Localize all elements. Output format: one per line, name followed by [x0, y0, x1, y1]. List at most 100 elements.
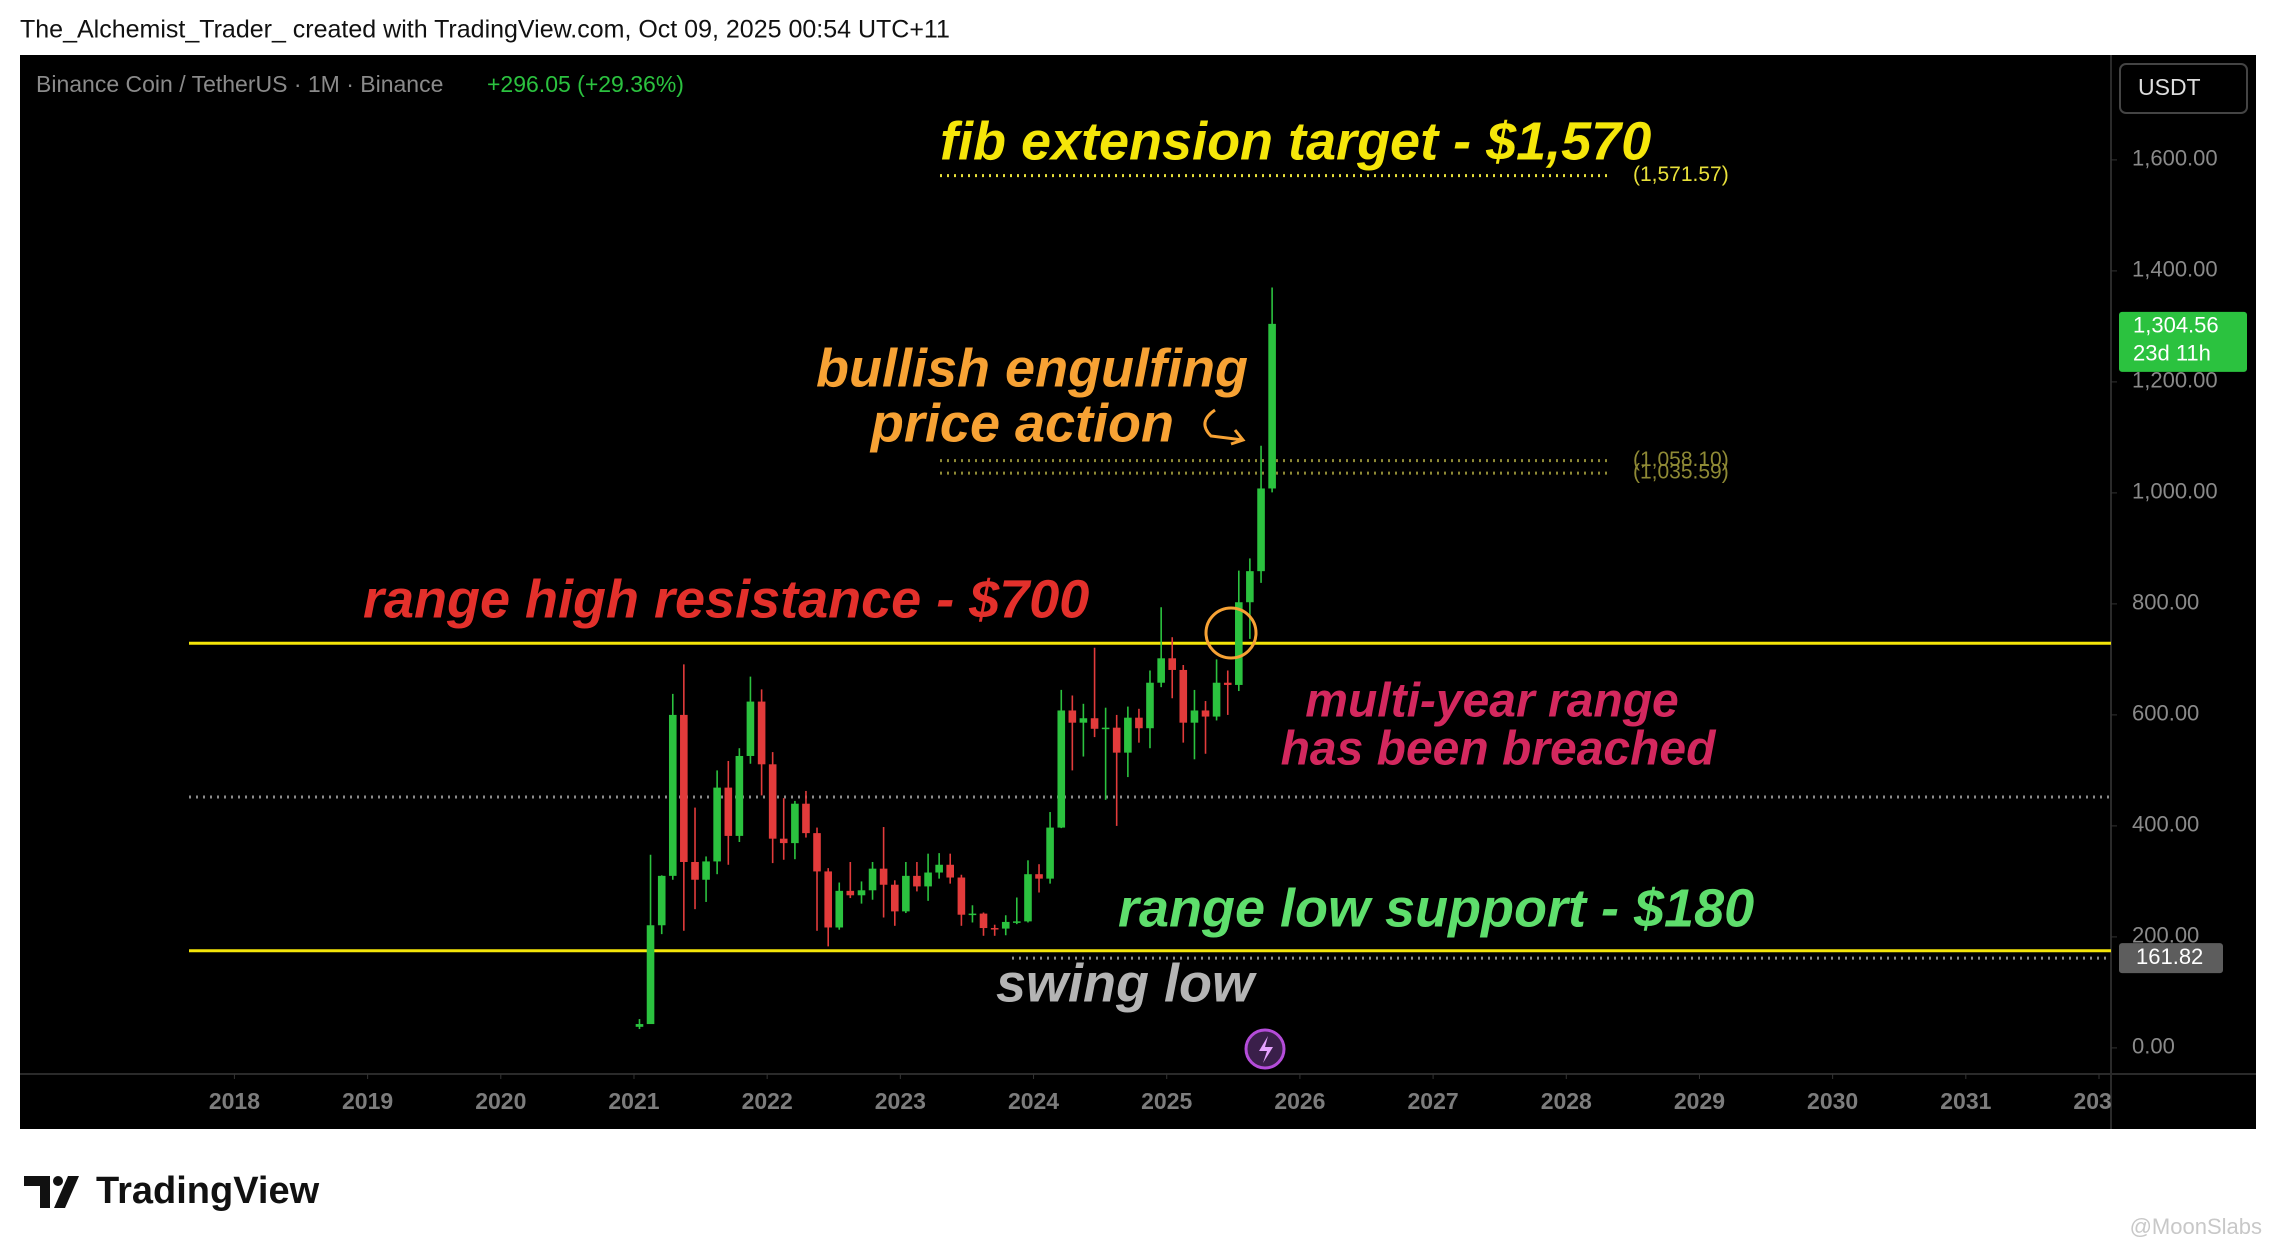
- candle-body: [813, 833, 821, 872]
- candle-body: [746, 701, 755, 756]
- y-tick-label: 800.00: [2132, 590, 2199, 615]
- header-caption: The_Alchemist_Trader_ created with Tradi…: [20, 16, 950, 44]
- logo-mark: [24, 1176, 79, 1208]
- candle-body: [757, 701, 766, 765]
- y-tick-label: 1,400.00: [2132, 257, 2218, 282]
- candle-body: [1024, 874, 1032, 922]
- candle-body: [935, 864, 943, 873]
- y-tick-label: 1,200.00: [2132, 368, 2218, 393]
- arrow: [1203, 408, 1246, 446]
- candle-body: [835, 890, 844, 928]
- x-tick-label: 2022: [742, 1088, 793, 1114]
- level-label: (1,035.59): [1633, 461, 1729, 484]
- candle-body: [868, 868, 877, 891]
- candle-body: [1046, 827, 1054, 879]
- candle-body: [1268, 323, 1276, 489]
- event-icon-bolt: [1259, 1036, 1273, 1063]
- x-tick-label: 2020: [475, 1088, 526, 1114]
- candle-body: [990, 928, 999, 930]
- breakout-circle: [1204, 606, 1258, 660]
- countdown: 23d 11h: [2133, 341, 2211, 366]
- x-tick-label: 2018: [209, 1088, 260, 1114]
- x-tick-label: 2032: [2073, 1088, 2124, 1114]
- symbol-legend: Binance Coin / TetherUS · 1M · Binance: [36, 71, 443, 97]
- candle-body: [902, 875, 910, 912]
- candles: [635, 287, 1276, 1030]
- level-label: (1,058.10): [1633, 448, 1729, 471]
- level-axis-label: 161.82: [2136, 944, 2203, 969]
- candle-body: [735, 755, 744, 836]
- candle-body: [1146, 682, 1154, 729]
- candle-body: [1012, 921, 1021, 923]
- y-tick-label: 1,600.00: [2132, 146, 2218, 171]
- candle-body: [1068, 710, 1077, 723]
- candle-body: [779, 838, 788, 844]
- y-tick-label: 600.00: [2132, 701, 2199, 726]
- x-tick-label: 2025: [1141, 1088, 1192, 1114]
- candle-body: [691, 861, 699, 880]
- candle-body: [1157, 658, 1165, 683]
- watermark: @MoonSlabs: [2130, 1214, 2262, 1239]
- level-label: (1,571.57): [1633, 163, 1729, 186]
- candle-body: [702, 861, 710, 880]
- candle-body: [857, 890, 866, 896]
- candle-body: [968, 913, 977, 916]
- annotation: swing low: [996, 953, 1257, 1013]
- grid: [233, 159, 2117, 1079]
- candle-body: [890, 884, 899, 912]
- candle-body: [979, 913, 988, 929]
- x-tick-label: 2021: [608, 1088, 659, 1114]
- candle-body: [1201, 710, 1210, 717]
- candle-body: [1101, 727, 1110, 730]
- candle-body: [657, 875, 666, 926]
- candle-body: [1001, 921, 1010, 929]
- candle-body: [802, 803, 810, 834]
- last-price-box: [2119, 311, 2247, 372]
- candle-body: [1079, 718, 1088, 723]
- level-axis-box: [2119, 943, 2223, 974]
- levels: [189, 174, 2111, 960]
- annotations: fib extension target - $1,570 bullish eng…: [363, 111, 1754, 1013]
- y-tick-label: 1,000.00: [2132, 479, 2218, 504]
- annotation: range low support - $180: [1118, 878, 1754, 938]
- candle-body: [1035, 874, 1043, 879]
- candle-body: [1124, 717, 1132, 753]
- candle-body: [1179, 669, 1188, 723]
- brand: TradingView: [96, 1170, 320, 1212]
- annotation: fib extension target - $1,570: [940, 111, 1651, 171]
- candle-body: [668, 714, 677, 876]
- candle-body: [957, 877, 966, 915]
- x-tick-label: 2030: [1807, 1088, 1858, 1114]
- candle-body: [1257, 488, 1265, 572]
- candle-body: [646, 925, 655, 1025]
- annotation: price action: [869, 393, 1174, 453]
- logo-dot: [53, 1176, 63, 1186]
- x-tick-label: 2024: [1008, 1088, 1059, 1114]
- x-tick-label: 2026: [1274, 1088, 1325, 1114]
- candle-body: [724, 787, 733, 836]
- x-tick-label: 2029: [1674, 1088, 1725, 1114]
- currency-label[interactable]: USDT: [2138, 74, 2201, 100]
- x-tick-label: 2028: [1541, 1088, 1592, 1114]
- candle-body: [1057, 710, 1066, 828]
- candle-body: [768, 764, 777, 839]
- x-tick-label: 2031: [1940, 1088, 1991, 1114]
- candle-body: [791, 803, 799, 844]
- candle-body: [713, 787, 721, 862]
- candle-body: [924, 872, 932, 887]
- change-legend: +296.05 (+29.36%): [487, 71, 684, 97]
- candle-body: [1223, 682, 1232, 685]
- annotation: bullish engulfing: [816, 338, 1248, 398]
- candle-body: [1090, 718, 1099, 729]
- candle-body: [1190, 710, 1199, 723]
- candle-body: [1235, 602, 1243, 685]
- y-tick-label: 400.00: [2132, 812, 2199, 837]
- annotation: has been breached: [1281, 723, 1718, 776]
- candle-body: [846, 890, 855, 896]
- y-tick-label: 0.00: [2132, 1034, 2175, 1059]
- candle-body: [879, 868, 888, 885]
- currency-button[interactable]: [2119, 63, 2248, 114]
- x-tick-label: 2019: [342, 1088, 393, 1114]
